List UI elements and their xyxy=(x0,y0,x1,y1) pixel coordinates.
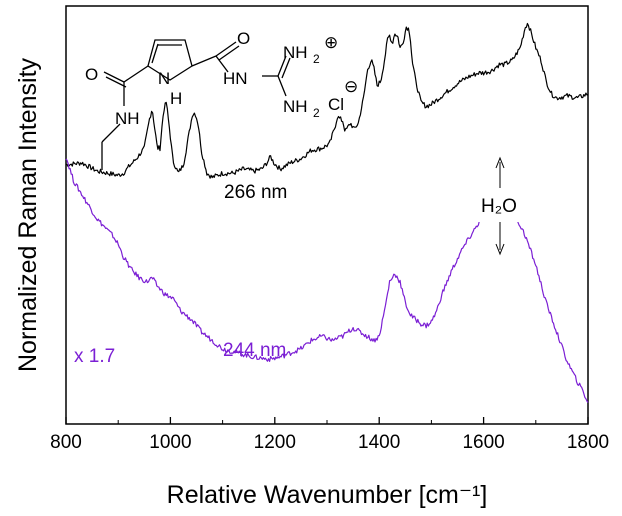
atom-nh2-top: NH xyxy=(283,43,308,62)
atom-n-ring: N xyxy=(158,69,170,88)
molecule-structure xyxy=(101,39,291,170)
label-scale-factor: x 1.7 xyxy=(74,346,115,367)
x-axis-ticks: 800 1000 1200 1400 1600 1800 xyxy=(50,417,609,453)
x-tick-label-1800: 1800 xyxy=(567,432,609,453)
charge-plus-icon: ⊕ xyxy=(324,33,338,52)
x-tick-label-1200: 1200 xyxy=(254,432,296,453)
series-line-266-nm xyxy=(65,22,589,179)
y-axis-title: Normalized Raman Intensity xyxy=(14,57,42,372)
x-tick-label-1400: 1400 xyxy=(358,432,400,453)
atom-cl: Cl xyxy=(328,95,344,114)
x-tick-label-800: 800 xyxy=(50,432,82,453)
atom-o-left: O xyxy=(85,65,98,84)
label-244nm: 244 nm xyxy=(223,340,286,361)
molecule-labels: O N H O HN NH NH 2 ⊕ NH 2 Cl ⊖ xyxy=(85,29,358,128)
x-axis-title: Relative Wavenumber [cm⁻¹] xyxy=(167,481,488,509)
h2o-arrow-down-icon xyxy=(495,243,505,256)
atom-nh2-bottom: NH xyxy=(283,97,308,116)
atom-h-ring: H xyxy=(170,89,182,108)
x-tick-label-1000: 1000 xyxy=(149,432,191,453)
atom-nh2-top-sub: 2 xyxy=(313,52,320,66)
x-tick-label-1600: 1600 xyxy=(462,432,504,453)
h2o-annotation: H₂O xyxy=(470,156,528,256)
charge-minus-icon: ⊖ xyxy=(344,77,358,96)
pyrrole-ring xyxy=(147,39,193,81)
h2o-arrow-up-icon xyxy=(495,156,505,169)
h2o-label: H₂O xyxy=(481,196,517,217)
atom-hn: HN xyxy=(223,69,248,88)
atom-nh2-bottom-sub: 2 xyxy=(313,106,320,120)
atom-nh-amide: NH xyxy=(115,109,140,128)
atom-o-right: O xyxy=(237,29,250,48)
label-266nm: 266 nm xyxy=(224,182,287,203)
